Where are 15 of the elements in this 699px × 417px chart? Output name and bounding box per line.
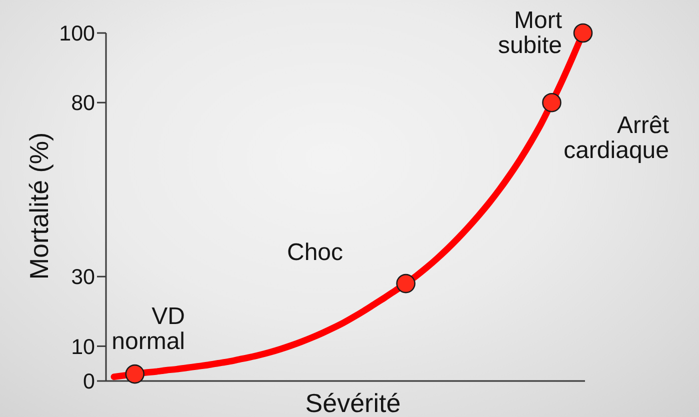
y-tick-label: 30: [71, 265, 96, 290]
point: [573, 23, 593, 43]
point: [125, 364, 144, 384]
y-tick-label: 80: [71, 91, 96, 116]
annotation: VD normal: [112, 303, 185, 355]
point: [542, 92, 562, 112]
annotation: Mort subite: [498, 7, 562, 59]
annotation: Choc: [287, 239, 344, 266]
y-tick-label: 0: [83, 370, 96, 394]
y-axis-title: Mortalité (%): [24, 132, 54, 280]
x-axis-title: Sévérité: [305, 388, 401, 417]
annotation: Arrêt cardiaque: [564, 112, 670, 164]
y-tick-label: 100: [59, 22, 96, 46]
point: [396, 274, 416, 294]
y-tick-label: 10: [71, 334, 96, 359]
